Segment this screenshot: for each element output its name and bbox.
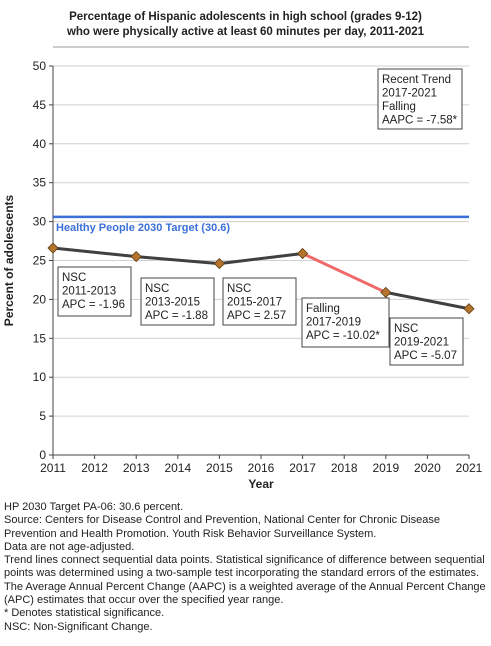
footnotes: HP 2030 Target PA-06: 30.6 percent. Sour… [4, 501, 488, 634]
x-tick-label-2020: 2020 [414, 461, 441, 475]
footnote-target: HP 2030 Target PA-06: 30.6 percent. [4, 501, 184, 513]
recent-trend-line-3: Falling [382, 101, 416, 113]
target-label: Healthy People 2030 Target (30.6) [56, 222, 230, 234]
x-tick-label-2018: 2018 [331, 461, 358, 475]
annotation-4-line-1: Falling [306, 303, 340, 315]
data-point-2013 [130, 251, 142, 263]
annotation-5-line-1: NSC [394, 323, 418, 335]
annotation-2-line-2: 2013-2015 [145, 297, 200, 309]
y-tick-label-5: 5 [39, 409, 46, 423]
annotation-box-5 [389, 317, 464, 366]
chart-title-line-2: who were physically active at least 60 m… [66, 26, 425, 38]
y-tick-label-30: 30 [33, 215, 47, 229]
footnote-aapc: The Average Annual Percent Change (AAPC)… [4, 580, 486, 607]
footnote-source: Source: Centers for Disease Control and … [4, 514, 440, 540]
trend-segment-2013-2015 [136, 255, 220, 266]
annotation-box-3 [222, 277, 297, 326]
trend-segment-2017-2019 [301, 252, 387, 294]
annotation-2-line-3: APC = -1.88 [145, 310, 208, 322]
footnote-trend-lines: Trend lines connect sequential data poin… [4, 554, 485, 580]
x-tick-label-2016: 2016 [248, 461, 275, 475]
y-tick-label-45: 45 [33, 98, 47, 112]
footnote-nsc: NSC: Non-Significant Change. [4, 620, 153, 633]
chart-title-line-1: Percentage of Hispanic adolescents in hi… [69, 11, 422, 23]
annotation-box-2 [140, 277, 215, 326]
data-point-2019 [380, 286, 392, 298]
y-tick-label-35: 35 [33, 176, 47, 190]
x-tick-label-2021: 2021 [456, 461, 483, 475]
line-chart: 0 5 10 15 20 25 30 35 40 45 50 2011 2012 2013 2014 2015… [2, 46, 483, 491]
y-tick-label-10: 10 [33, 370, 47, 384]
annotation-5-line-2: 2019-2021 [394, 337, 449, 349]
y-tick-label-20: 20 [33, 292, 47, 306]
annotation-1-line-2: 2011-2013 [62, 286, 116, 298]
annotation-1-line-1: NSC [62, 272, 86, 284]
data-point-2021 [463, 303, 475, 315]
y-tick-label-0: 0 [39, 448, 46, 462]
recent-trend-line-2: 2017-2021 [382, 88, 437, 100]
recent-trend-box [377, 68, 463, 130]
trend-segment-2015-2017 [219, 252, 303, 266]
recent-trend-line-1: Recent Trend [382, 74, 451, 86]
y-axis-title: Percent of adolescents [2, 194, 16, 326]
x-tick-label-2011: 2011 [40, 461, 66, 475]
data-point-2015 [213, 258, 225, 270]
annotation-4-line-3: APC = -10.02* [306, 330, 380, 342]
data-point-2011 [47, 242, 59, 254]
x-tick-label-2012: 2012 [81, 461, 108, 475]
x-tick-label-2015: 2015 [206, 461, 233, 475]
y-tick-label-25: 25 [33, 254, 47, 268]
y-tick-label-15: 15 [33, 331, 47, 345]
annotation-1-line-3: APC = -1.96 [62, 299, 125, 311]
footnote-age-adjust: Data are not age-adjusted. [4, 540, 135, 553]
trend-segment-2011-2013 [52, 246, 137, 259]
annotation-3-line-2: 2015-2017 [227, 297, 282, 309]
annotation-box-1 [57, 266, 132, 317]
x-tick-label-2013: 2013 [123, 461, 150, 475]
x-tick-label-2017: 2017 [289, 461, 316, 475]
y-tick-label-50: 50 [33, 59, 47, 73]
annotation-box-4 [301, 297, 390, 348]
x-tick-label-2014: 2014 [164, 461, 191, 475]
annotation-4-line-2: 2017-2019 [306, 317, 361, 329]
x-tick-label-2019: 2019 [372, 461, 399, 475]
footnote-significance: * Denotes statistical significance. [4, 607, 165, 620]
recent-trend-line-4: AAPC = -7.58* [382, 115, 458, 127]
x-axis-title: Year [248, 477, 274, 491]
trend-segment-2019-2021 [385, 290, 470, 311]
annotation-3-line-1: NSC [227, 283, 251, 295]
annotation-5-line-3: APC = -5.07 [394, 350, 457, 362]
annotation-3-line-3: APC = 2.57 [227, 310, 286, 322]
y-tick-label-40: 40 [33, 137, 47, 151]
data-point-2017 [297, 247, 309, 260]
annotation-2-line-1: NSC [145, 283, 169, 295]
